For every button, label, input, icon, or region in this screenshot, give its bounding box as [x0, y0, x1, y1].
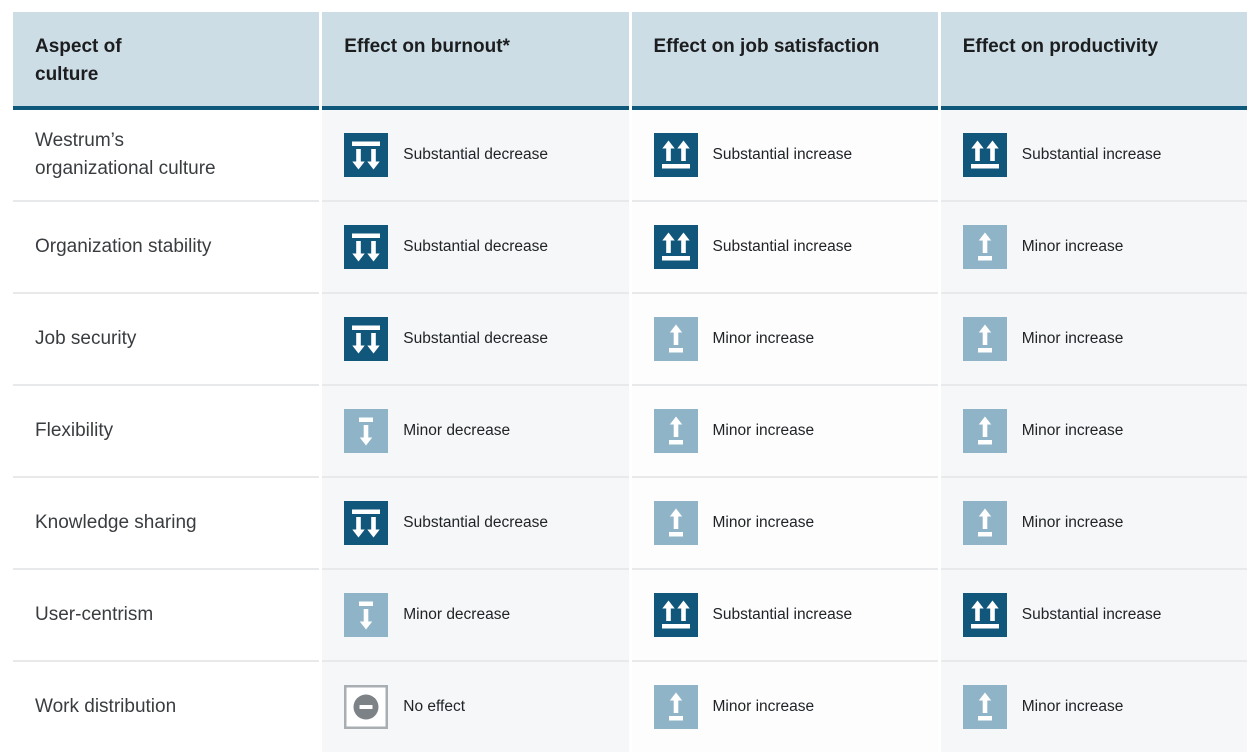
effect-label: Substantial decrease [403, 514, 549, 531]
aspect-label: Organization stability [35, 236, 212, 257]
header-effect-on-burnout: Effect on burnout* [322, 12, 629, 110]
effect-label: Substantial increase [712, 606, 853, 623]
table-header: Aspect of culture Effect on burnout* Eff… [13, 12, 1247, 110]
aspect-label: Flexibility [35, 420, 114, 441]
effect-label: Minor increase [1021, 330, 1124, 347]
productivity-effect-cell: Minor increase [940, 386, 1247, 478]
header-effect-on-productivity: Effect on productivity [940, 12, 1247, 110]
header-effect-on-job-satisfaction: Effect on job satisfaction [631, 12, 938, 110]
effect-label: Substantial decrease [403, 146, 549, 163]
table-row: Organization stability Substantial decre… [13, 202, 1247, 294]
effect-label: Substantial increase [712, 238, 853, 255]
effect-label: Minor increase [1021, 238, 1124, 255]
effect-label: Substantial increase [712, 146, 853, 163]
job-satisfaction-effect-cell: Substantial increase [631, 202, 938, 294]
effect-label: Minor increase [712, 330, 815, 347]
table-body: Westrum’s organizational culture Substan… [13, 110, 1247, 752]
aspect-cell: User-centrism [13, 570, 320, 662]
substantial-decrease-icon [344, 133, 389, 177]
substantial-increase-icon [653, 133, 698, 177]
aspect-label: Work distribution [35, 696, 177, 717]
effect-label: Substantial increase [1021, 606, 1162, 623]
table-row: Work distribution No effect Minor increa… [13, 662, 1247, 752]
culture-effects-table: Aspect of culture Effect on burnout* Eff… [10, 12, 1250, 752]
productivity-effect-cell: Minor increase [940, 478, 1247, 570]
productivity-effect-cell: Minor increase [940, 294, 1247, 386]
header-row: Aspect of culture Effect on burnout* Eff… [13, 12, 1247, 110]
minor-increase-icon [653, 685, 698, 729]
productivity-effect-cell: Substantial increase [940, 570, 1247, 662]
burnout-effect-cell: Minor decrease [322, 570, 629, 662]
table-row: Westrum’s organizational culture Substan… [13, 110, 1247, 202]
productivity-effect-cell: Minor increase [940, 202, 1247, 294]
effect-label: Substantial decrease [403, 330, 549, 347]
table-row: Knowledge sharing Substantial decrease M… [13, 478, 1247, 570]
header-label: Effect on job satisfaction [653, 36, 880, 57]
minor-increase-icon [962, 317, 1007, 361]
header-label: Aspect of culture [35, 36, 122, 85]
aspect-cell: Job security [13, 294, 320, 386]
aspect-cell: Work distribution [13, 662, 320, 752]
minor-increase-icon [962, 501, 1007, 545]
effect-label: Minor increase [1021, 422, 1124, 439]
effect-label: Minor increase [712, 698, 815, 715]
substantial-increase-icon [962, 593, 1007, 637]
burnout-effect-cell: Substantial decrease [322, 294, 629, 386]
productivity-effect-cell: Substantial increase [940, 110, 1247, 202]
minor-decrease-icon [344, 409, 389, 453]
effect-label: Minor increase [712, 514, 815, 531]
aspect-label: Job security [35, 328, 137, 349]
aspect-cell: Organization stability [13, 202, 320, 294]
no-effect-icon [344, 685, 389, 729]
header-label: Effect on productivity [962, 36, 1159, 57]
effect-label: Minor decrease [403, 422, 511, 439]
minor-increase-icon [653, 317, 698, 361]
substantial-decrease-icon [344, 501, 389, 545]
burnout-effect-cell: Substantial decrease [322, 110, 629, 202]
job-satisfaction-effect-cell: Substantial increase [631, 570, 938, 662]
header-aspect-of-culture: Aspect of culture [13, 12, 320, 110]
effect-label: Substantial decrease [403, 238, 549, 255]
minor-increase-icon [962, 225, 1007, 269]
aspect-label: Westrum’s organizational culture [35, 130, 216, 179]
table-row: User-centrism Minor decrease Substantial… [13, 570, 1247, 662]
substantial-increase-icon [653, 593, 698, 637]
job-satisfaction-effect-cell: Minor increase [631, 294, 938, 386]
burnout-effect-cell: No effect [322, 662, 629, 752]
effect-label: Minor increase [1021, 514, 1124, 531]
substantial-decrease-icon [344, 317, 389, 361]
effect-label: Minor increase [1021, 698, 1124, 715]
aspect-label: User-centrism [35, 604, 154, 625]
productivity-effect-cell: Minor increase [940, 662, 1247, 752]
effect-label: No effect [403, 698, 466, 715]
minor-increase-icon [653, 501, 698, 545]
table-row: Job security Substantial decrease Minor … [13, 294, 1247, 386]
job-satisfaction-effect-cell: Substantial increase [631, 110, 938, 202]
burnout-effect-cell: Substantial decrease [322, 202, 629, 294]
substantial-increase-icon [962, 133, 1007, 177]
aspect-label: Knowledge sharing [35, 512, 197, 533]
substantial-increase-icon [653, 225, 698, 269]
aspect-cell: Flexibility [13, 386, 320, 478]
job-satisfaction-effect-cell: Minor increase [631, 662, 938, 752]
burnout-effect-cell: Substantial decrease [322, 478, 629, 570]
job-satisfaction-effect-cell: Minor increase [631, 386, 938, 478]
minor-increase-icon [962, 409, 1007, 453]
header-label: Effect on burnout* [344, 36, 510, 57]
effect-label: Minor increase [712, 422, 815, 439]
minor-increase-icon [962, 685, 1007, 729]
aspect-cell: Knowledge sharing [13, 478, 320, 570]
minor-increase-icon [653, 409, 698, 453]
minor-decrease-icon [344, 593, 389, 637]
substantial-decrease-icon [344, 225, 389, 269]
effect-label: Minor decrease [403, 606, 511, 623]
aspect-cell: Westrum’s organizational culture [13, 110, 320, 202]
table-row: Flexibility Minor decrease Minor increas… [13, 386, 1247, 478]
job-satisfaction-effect-cell: Minor increase [631, 478, 938, 570]
burnout-effect-cell: Minor decrease [322, 386, 629, 478]
effect-label: Substantial increase [1021, 146, 1162, 163]
